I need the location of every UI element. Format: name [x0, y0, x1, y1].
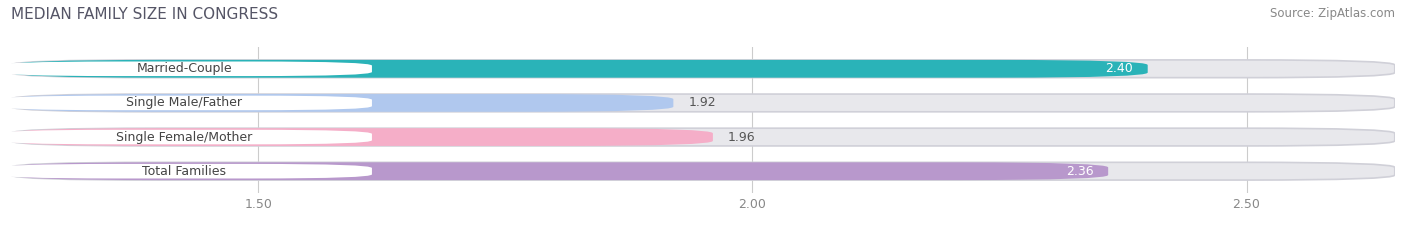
- FancyBboxPatch shape: [0, 96, 373, 110]
- Text: Single Female/Mother: Single Female/Mother: [117, 130, 252, 144]
- FancyBboxPatch shape: [11, 162, 1395, 180]
- FancyBboxPatch shape: [11, 94, 673, 112]
- Text: MEDIAN FAMILY SIZE IN CONGRESS: MEDIAN FAMILY SIZE IN CONGRESS: [11, 7, 278, 22]
- FancyBboxPatch shape: [0, 62, 373, 76]
- FancyBboxPatch shape: [11, 60, 1395, 78]
- FancyBboxPatch shape: [0, 164, 373, 178]
- Text: 2.36: 2.36: [1066, 165, 1094, 178]
- FancyBboxPatch shape: [11, 94, 1395, 112]
- Text: 1.92: 1.92: [688, 96, 716, 110]
- FancyBboxPatch shape: [11, 128, 713, 146]
- Text: Single Male/Father: Single Male/Father: [127, 96, 242, 110]
- Text: 1.96: 1.96: [728, 130, 755, 144]
- FancyBboxPatch shape: [11, 128, 1395, 146]
- FancyBboxPatch shape: [0, 130, 373, 144]
- FancyBboxPatch shape: [11, 162, 1108, 180]
- Text: 2.40: 2.40: [1105, 62, 1133, 75]
- Text: Total Families: Total Families: [142, 165, 226, 178]
- Text: Married-Couple: Married-Couple: [136, 62, 232, 75]
- Text: Source: ZipAtlas.com: Source: ZipAtlas.com: [1270, 7, 1395, 20]
- FancyBboxPatch shape: [11, 60, 1147, 78]
